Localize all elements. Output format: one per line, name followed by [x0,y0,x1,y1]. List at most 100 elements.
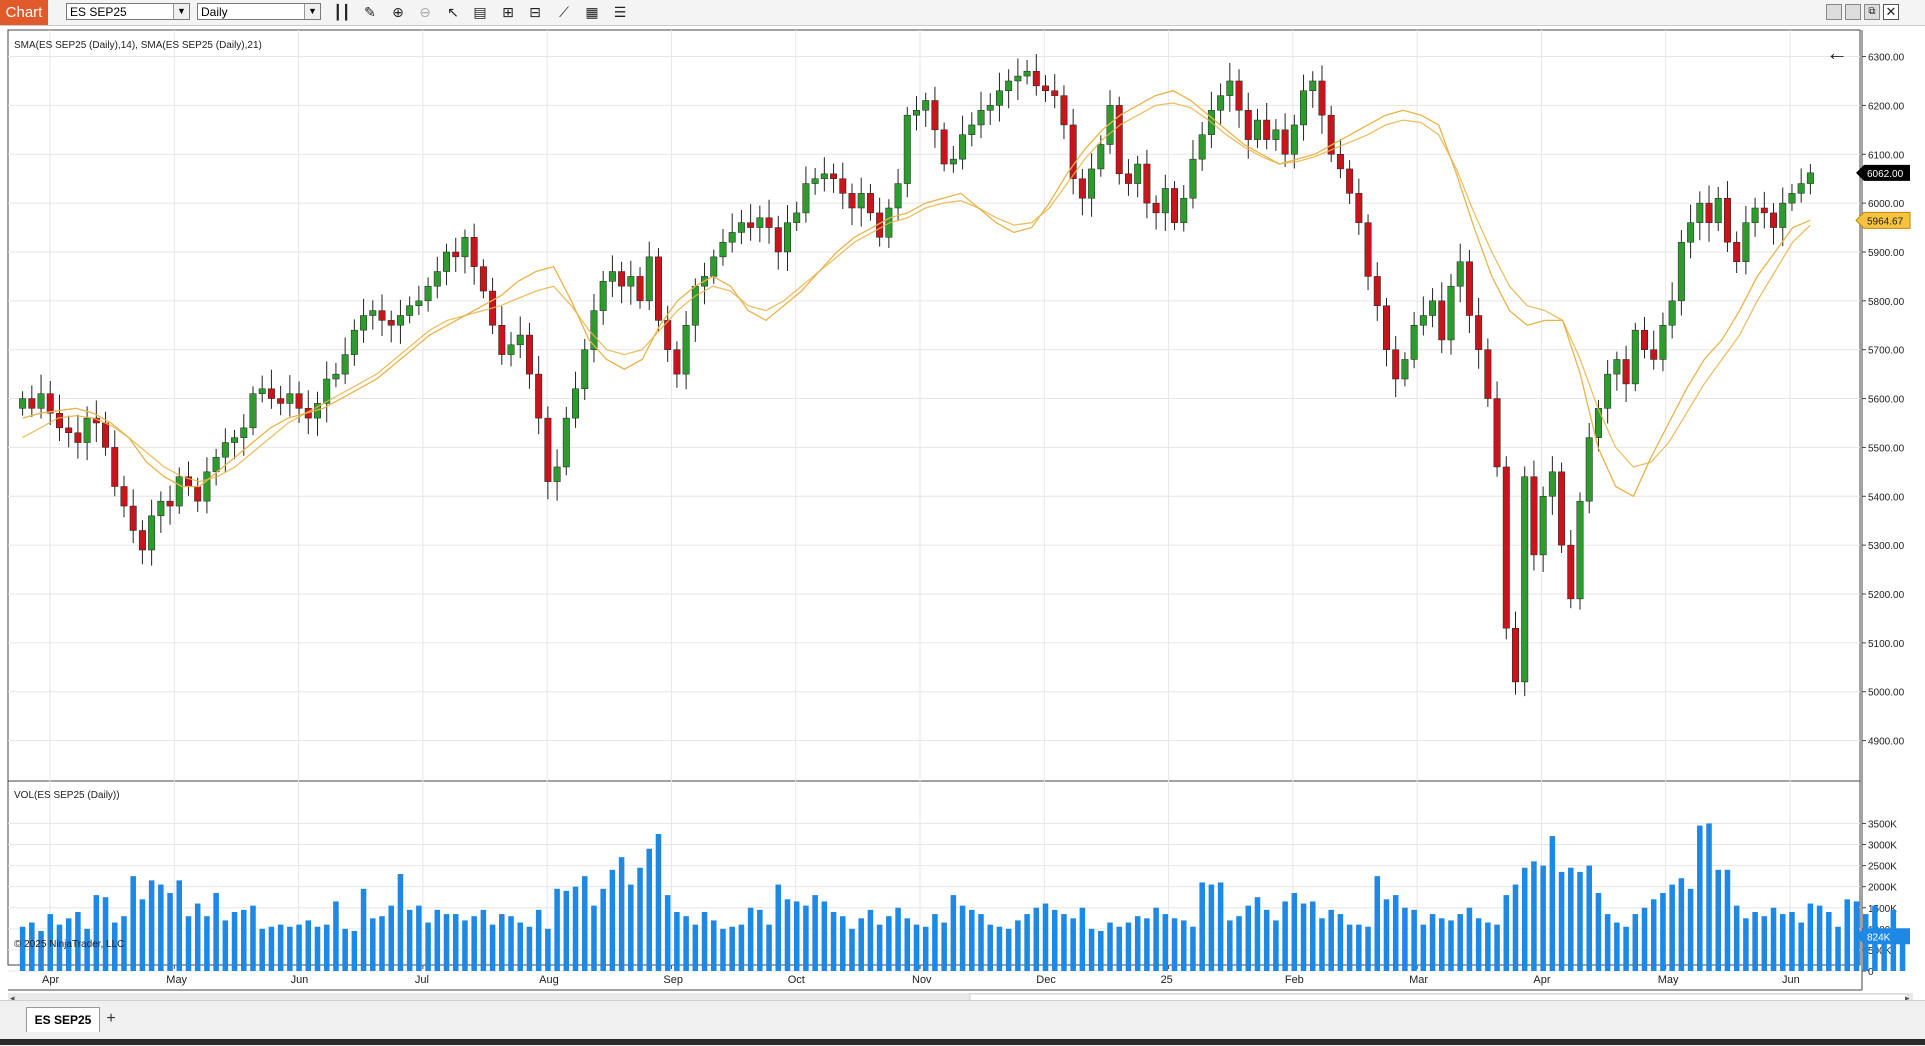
x-tick-label: Apr [42,974,59,986]
scroll-right-arrow[interactable]: ▸ [1905,993,1910,1000]
candle-body [977,110,985,126]
candle-body [1751,207,1759,223]
candle-body [784,222,791,253]
volume-bar [996,926,1003,971]
candle-body [1088,168,1096,199]
volume-bar [1088,928,1095,971]
volume-bar [1660,893,1666,971]
zoom-out-icon[interactable]: ⊖ [419,4,431,20]
volume-bar [1531,861,1537,971]
candle-body [1567,544,1575,600]
tab-es-sep25[interactable]: ES SEP25 [26,1007,100,1032]
candle-body [212,456,220,473]
candle-body [682,325,690,375]
candle-body [737,222,745,233]
candle-body [148,515,156,551]
y-tick-label: 5100.00 [1868,639,1905,650]
volume-bar [305,920,312,971]
volume-bar [849,928,855,971]
volume-bar [1807,903,1814,971]
candle-body [1613,359,1621,375]
volume-bar [1411,909,1417,971]
candle-body [111,447,119,487]
instrument-selector[interactable]: ES SEP25 ▼ [66,3,190,20]
chart-menu-button[interactable]: Chart [0,0,48,25]
candle-body [1502,466,1510,629]
add-tab-button[interactable]: + [106,1010,116,1027]
candle-body [1770,212,1778,228]
volume-bar [987,924,993,971]
volume-bar [471,916,477,971]
interval-selector[interactable]: Daily ▼ [197,3,321,20]
candle-body [866,193,874,214]
volume-bar [508,916,514,971]
y-tick-label: 5300.00 [1868,541,1905,552]
y-tick-label: 5200.00 [1868,590,1905,601]
indicators-icon[interactable]: ⊞ [502,4,514,20]
pointer-icon[interactable]: ↖ [447,4,459,20]
volume-bar [1309,901,1316,971]
x-tick-label: Jun [291,974,309,986]
candle-body [1300,90,1308,126]
volume-bar [1070,918,1076,971]
volume-bar [1217,882,1224,971]
candle-body [774,227,782,253]
templates-icon[interactable]: ☰ [613,4,627,20]
draw-pencil-icon[interactable]: ✎ [364,4,376,20]
candle-body [1558,471,1566,546]
volume-bar [729,926,735,971]
volume-bar [425,922,431,971]
scrollbar-thumb[interactable] [969,993,1909,1000]
volume-bar [1236,916,1242,971]
volume-bar [38,930,44,971]
drawing-tools-icon[interactable]: ⟋ [559,4,569,20]
volume-bar [185,916,192,971]
volume-bar [443,914,450,971]
candle-body [129,505,137,531]
candle-body [802,183,810,214]
minimize-window-button[interactable] [1826,4,1842,20]
volume-bar [803,905,809,971]
volume-bar [1614,922,1620,971]
volume-bar [1199,882,1205,971]
volume-bar [333,901,339,971]
candle-body [719,241,727,258]
properties-icon[interactable]: ▦ [585,4,599,20]
volume-bar [452,914,459,971]
candle-body [995,90,1003,106]
candle-body [747,222,755,228]
volume-bar [959,905,966,971]
volume-bar [913,924,920,971]
volume-bar [674,911,680,971]
x-tick-label: Oct [788,974,805,986]
maximize-window-button[interactable]: ⧉ [1864,4,1880,20]
horizontal-scrollbar[interactable] [8,993,1913,1000]
chart-canvas[interactable]: ◂ ▸ Apr May Jun Jul Aug Sep Oct Nov Dec 25 Feb Mar A… [0,25,1925,1000]
volume-bar [1697,825,1703,971]
candle-body [1226,80,1234,96]
close-window-button[interactable]: ✕ [1883,4,1899,20]
strategies-icon[interactable]: ⊟ [529,4,541,20]
candle-body [83,417,91,443]
back-arrow-icon[interactable]: ← [1826,40,1848,65]
zoom-in-icon[interactable]: ⊕ [392,4,404,20]
volume-bar [75,911,81,971]
candle-body [1438,300,1446,341]
bar-type-icon[interactable]: ┃┃ [333,4,351,20]
candle-body [37,393,45,409]
data-box-icon[interactable]: ▤ [473,4,487,20]
candle-body [608,271,616,282]
volume-bar [1568,867,1574,971]
volume-bar [250,905,256,971]
volume-bar [1346,924,1353,971]
candle-body [1263,119,1271,140]
restore-window-button[interactable] [1845,4,1861,20]
volume-bar [1733,905,1740,971]
candle-body [1253,119,1261,140]
volume-bar [56,924,63,971]
volume-bar [397,874,404,971]
volume-bar [591,905,597,971]
scroll-left-arrow[interactable]: ◂ [10,993,15,1000]
volume-bar [941,922,947,971]
volume-bar [1512,884,1519,971]
